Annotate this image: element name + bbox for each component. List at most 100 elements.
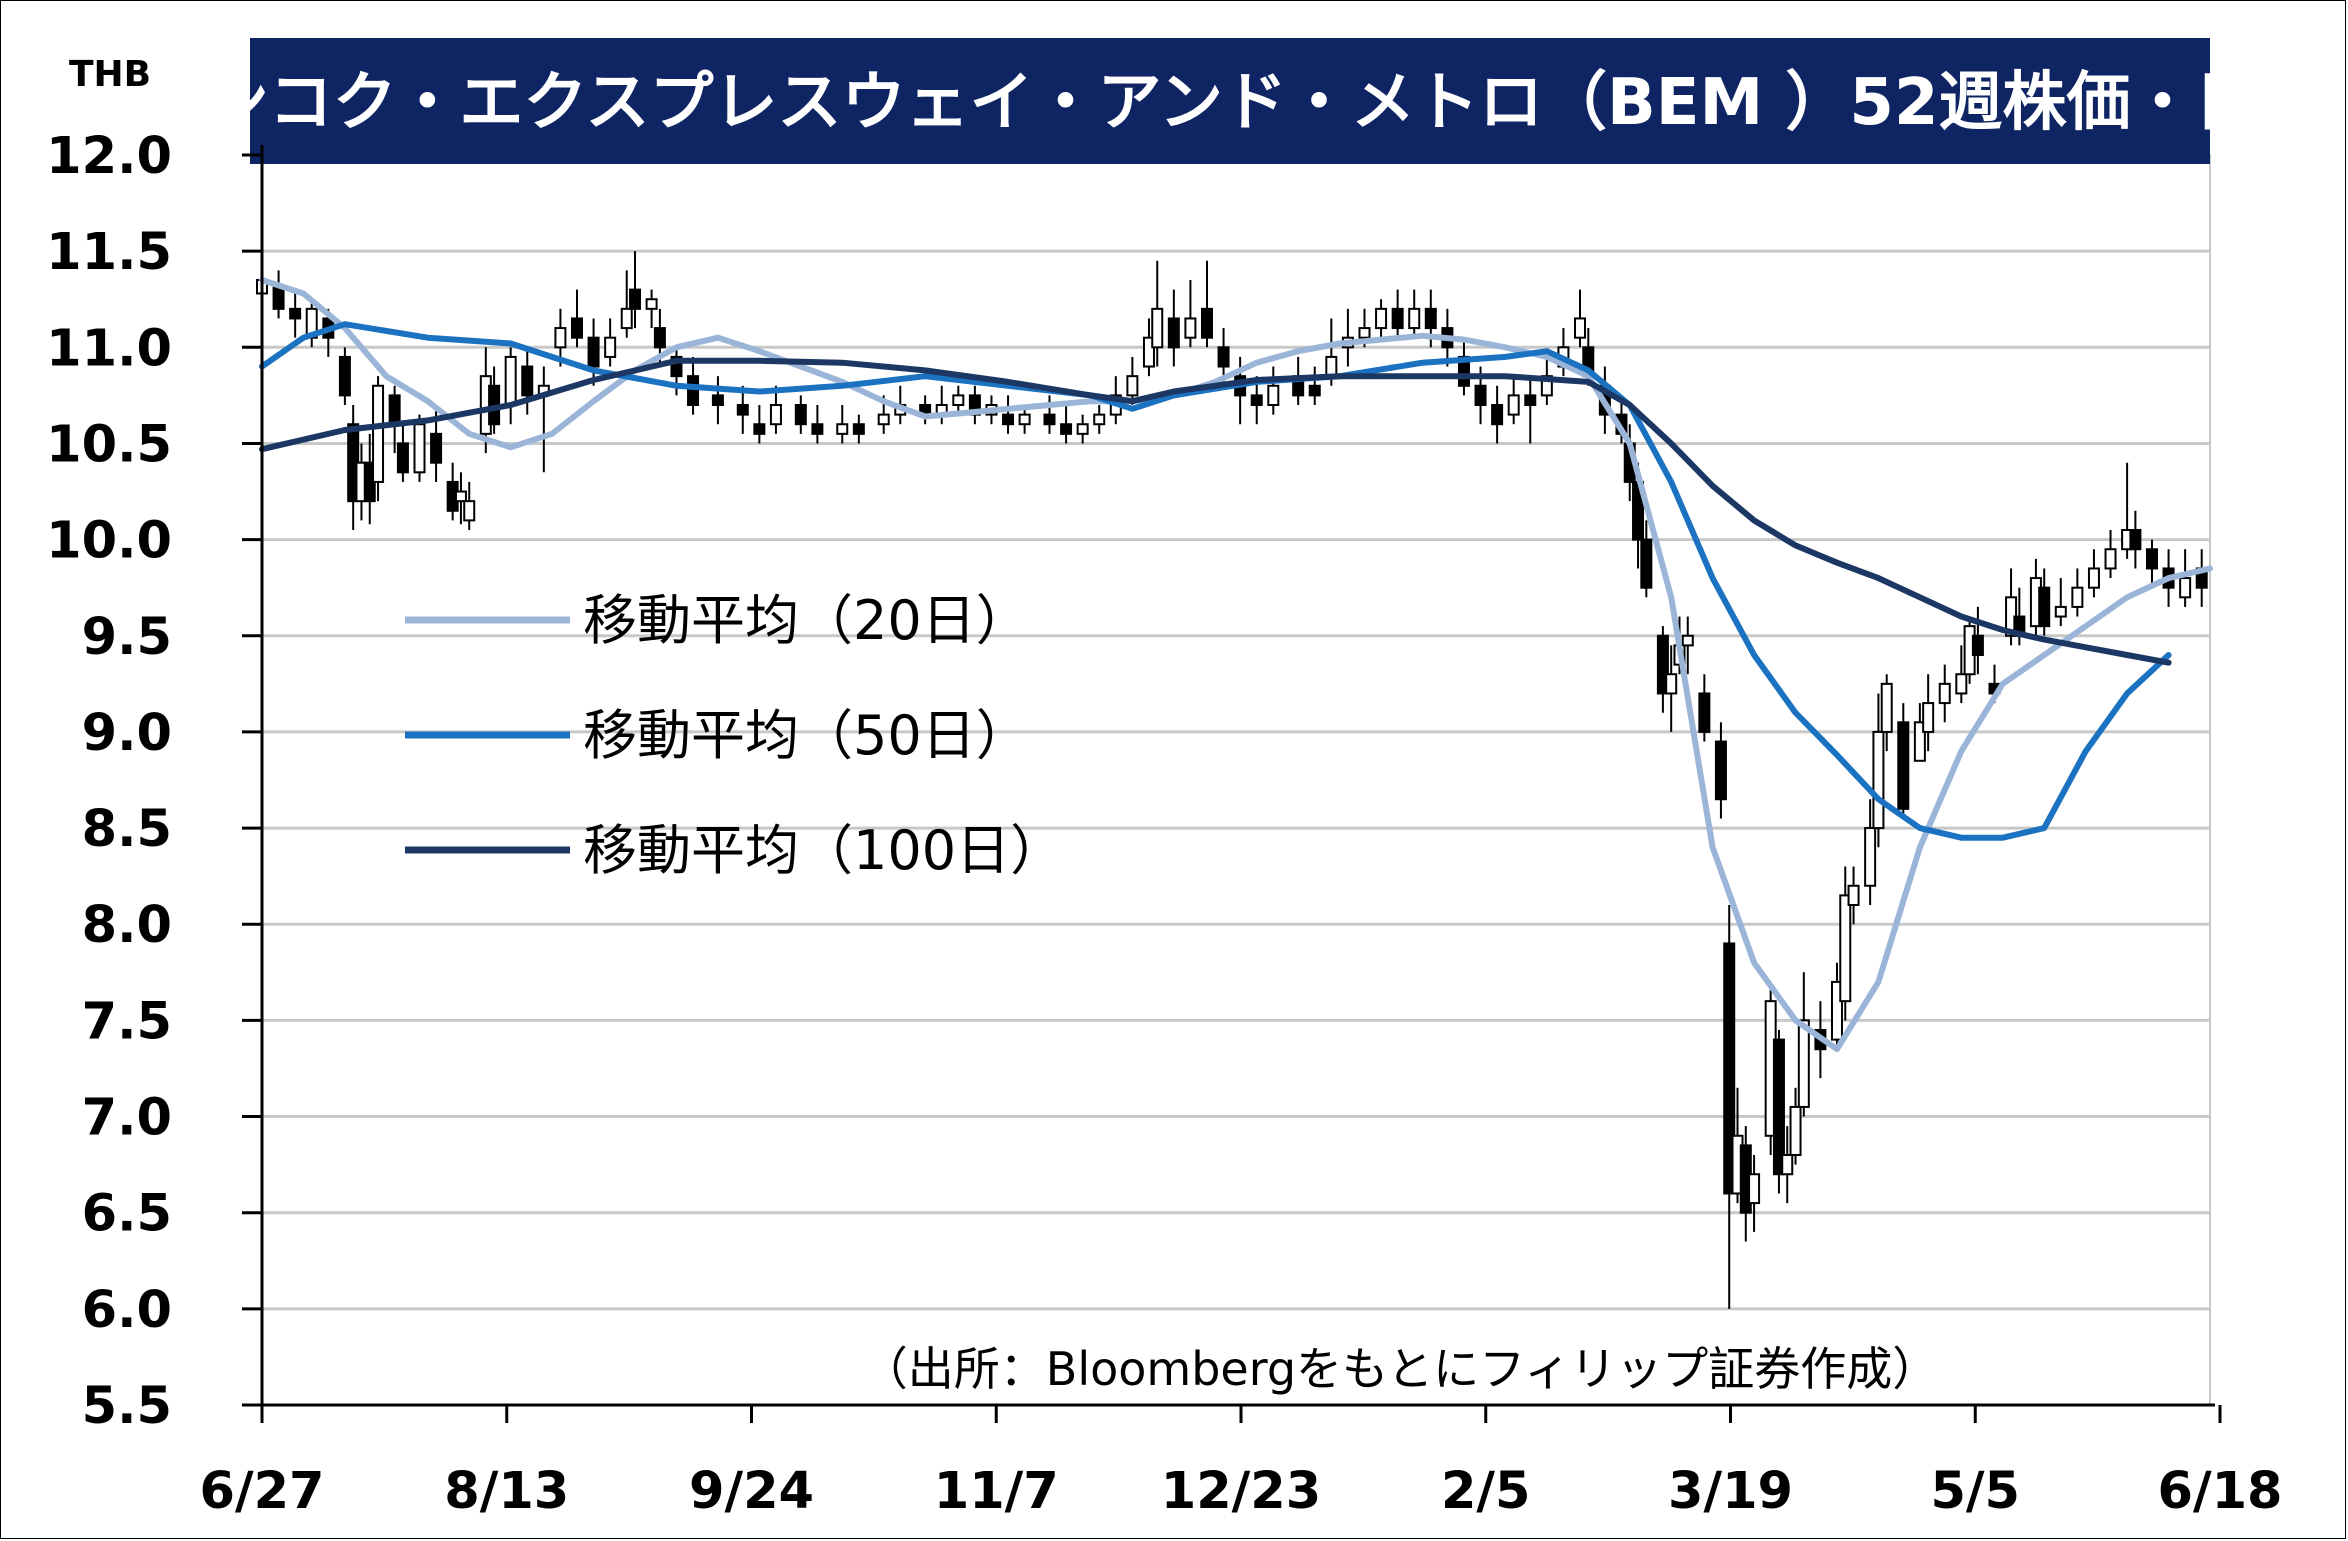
candle-body [736,404,749,416]
candle-body [1358,327,1371,339]
candle-body [554,327,567,349]
candle-body [1424,307,1437,330]
candle-body [1524,394,1537,406]
candle-body [1681,634,1694,647]
candle-body [670,355,683,378]
series-line-ma100 [259,357,2172,666]
candle-body [877,413,890,426]
candle-body [1474,384,1487,406]
candle-body [1864,827,1877,887]
candle-body [2054,605,2067,618]
candle-body [1093,413,1106,426]
candle-body [1640,538,1653,589]
legend: 移動平均（20日） 移動平均（50日） 移動平均（100日） [405,589,1064,882]
candle-body [1698,692,1711,733]
x-tick-label: 12/23 [1161,1462,1322,1521]
x-tick-label: 2/5 [1441,1462,1531,1521]
y-tick-label: 11.5 [46,223,172,282]
candle-body [338,355,351,397]
y-tick-label: 8.5 [82,800,172,859]
candle-body [1391,307,1404,330]
candle-body [1847,884,1860,906]
candle-body [1375,307,1388,330]
candle-body [1830,980,1843,1041]
y-tick-label: 6.5 [82,1185,172,1244]
candle-body [1714,740,1727,801]
candle-body [1955,673,1968,695]
candle-body [396,442,409,474]
candle-body [1308,384,1321,397]
candle-body [1184,317,1197,339]
candle-body [1126,375,1139,397]
candle-body [794,404,807,426]
candle-body [1971,634,1984,656]
candle-body [1772,1038,1785,1176]
candle-body [1880,682,1893,733]
candle-body [2145,548,2158,570]
candle-body [1043,413,1056,426]
candle-body [2129,529,2142,551]
y-tick-label: 7.5 [82,992,172,1051]
candle-body [604,336,617,358]
x-tick-label: 5/5 [1930,1462,2020,1521]
y-tick-label: 9.0 [82,704,172,763]
candle-body [1060,423,1073,435]
candle-body [769,404,782,426]
candle-body [1491,404,1504,426]
candle-body [1151,307,1164,349]
candle-body [504,355,517,406]
series-line-ma50 [259,321,2172,841]
candle-body [2038,586,2051,628]
y-tick-label: 5.5 [82,1377,172,1436]
candle-body [413,423,426,474]
candle-body [1507,394,1520,416]
candle-body [372,384,385,483]
candle-body [653,327,666,349]
candle-body [1656,634,1669,695]
y-tick-label: 6.0 [82,1281,172,1340]
x-tick-label: 6/27 [199,1462,324,1521]
candle-body [2104,548,2117,570]
candle-body [811,423,824,435]
legend-label-ma100: 移動平均（100日） [583,819,1064,882]
candle-body [430,432,443,464]
y-tick-label: 9.5 [82,608,172,667]
candle-body [1200,307,1213,339]
x-tick-label: 9/24 [689,1462,814,1521]
candle-body [1167,317,1180,349]
candle-body [1250,394,1263,406]
candle-body [1913,721,1926,762]
candle-body [1789,1105,1802,1157]
candle-body [1018,413,1031,426]
candle-body [645,298,658,310]
candle-body [570,317,583,339]
chart-title: バンコク・エクスプレスウェイ・アンド・メトロ（BEM ）52週株価・日足 [138,66,2323,140]
candle-body [1574,317,1587,339]
x-tick-label: 3/19 [1668,1462,1793,1521]
candle-body [1002,413,1015,426]
plot-axes [242,145,2222,1423]
candle-body [1872,730,1885,830]
candle-body [454,490,467,503]
candle-body [2087,567,2100,589]
x-tick-label: 8/13 [444,1462,569,1521]
candle-body [2179,577,2192,599]
candle-body [1748,1173,1761,1205]
y-tick-label: 8.0 [82,896,172,955]
candle-body [1267,384,1280,406]
series-line-ma20 [259,277,2213,1053]
legend-label-ma50: 移動平均（50日） [583,704,1030,767]
candle-body [687,375,700,406]
x-axis-ticks: 6/27 8/13 9/24 11/7 12/23 2/5 3/19 5/5 6/18 [199,1462,2282,1521]
y-tick-label: 12.0 [46,127,172,186]
candle-body [620,307,633,330]
candle-body [1839,894,1852,1003]
x-tick-label: 6/18 [2157,1462,2282,1521]
x-tick-label: 11/7 [934,1462,1059,1521]
candle-body [753,423,766,435]
candle-body [952,394,965,406]
candlesticks [256,251,2208,1309]
candle-body [711,394,724,406]
